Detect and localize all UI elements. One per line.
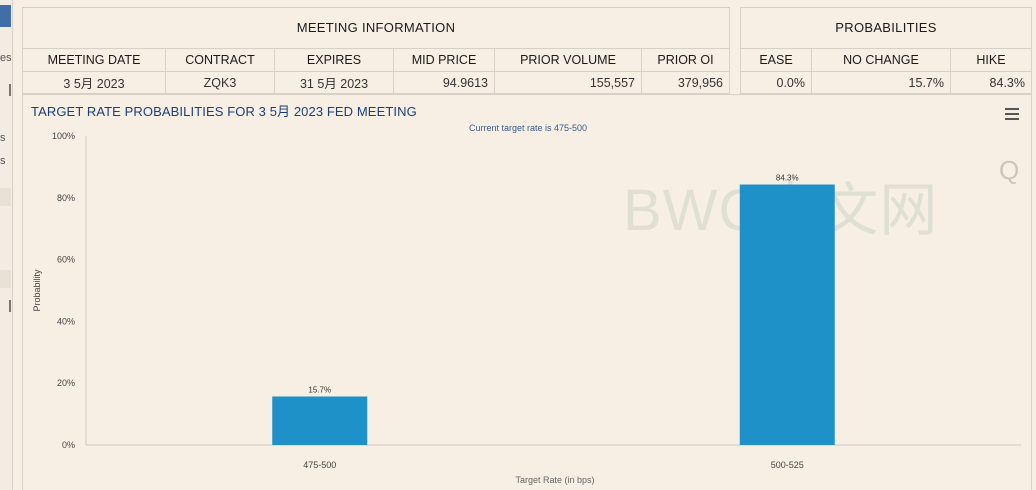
chart-bar [272, 396, 368, 445]
sidebar-item[interactable] [0, 270, 11, 288]
chart-panel: TARGET RATE PROBABILITIES FOR 3 5月 2023 … [22, 94, 1032, 490]
y-tick-label: 60% [57, 255, 75, 265]
y-tick-label: 0% [62, 440, 75, 450]
y-tick-label: 80% [57, 193, 75, 203]
sidebar-handle[interactable] [9, 84, 11, 96]
bar-chart: Current target rate is 475-500 0% 20% 40% 60… [32, 123, 1021, 485]
header-no-change: NO CHANGE [811, 49, 951, 72]
header-prior-oi: PRIOR OI [641, 49, 729, 72]
probabilities-title: PROBABILITIES [741, 8, 1031, 49]
table-header-row: MEETING DATE CONTRACT EXPIRES MID PRICE … [23, 49, 729, 72]
y-tick-label: 100% [52, 131, 75, 141]
cell-ease: 0.0% [741, 71, 812, 93]
sidebar-label-fragment: s [0, 155, 6, 167]
cell-mid-price: 94.9613 [393, 71, 495, 93]
sidebar-handle[interactable] [9, 300, 11, 312]
x-tick-label: 475-500 [303, 460, 336, 470]
x-tick-label: 500-525 [771, 460, 804, 470]
left-sidebar: es s s [0, 0, 13, 490]
hamburger-menu-icon[interactable] [1005, 108, 1019, 120]
sidebar-label-fragment: es [0, 52, 12, 64]
meeting-information-panel: MEETING INFORMATION MEETING DATE CONTRAC… [22, 7, 730, 94]
chart-title: TARGET RATE PROBABILITIES FOR 3 5月 2023 … [31, 104, 417, 119]
header-ease: EASE [741, 49, 812, 72]
y-axis-title: Probability [32, 269, 42, 312]
header-mid-price: MID PRICE [393, 49, 495, 72]
header-expires: EXPIRES [274, 49, 394, 72]
chart-bar [739, 184, 835, 445]
meeting-information-table: MEETING DATE CONTRACT EXPIRES MID PRICE … [23, 49, 729, 93]
bar-data-label: 84.3% [776, 174, 799, 183]
table-header-row: EASE NO CHANGE HIKE [741, 49, 1031, 72]
sidebar-active-tab[interactable] [0, 5, 11, 27]
probabilities-panel: PROBABILITIES EASE NO CHANGE HIKE 0.0% 1… [740, 7, 1032, 94]
cell-meeting-date: 3 5月 2023 [23, 71, 166, 93]
table-row: 3 5月 2023 ZQK3 31 5月 2023 94.9613 155,55… [23, 71, 729, 93]
meeting-information-title: MEETING INFORMATION [23, 8, 729, 49]
cell-no-change: 15.7% [811, 71, 951, 93]
cell-contract: ZQK3 [165, 71, 275, 93]
sidebar-item[interactable] [0, 188, 11, 206]
sidebar-label-fragment: s [0, 132, 6, 144]
header-prior-volume: PRIOR VOLUME [494, 49, 642, 72]
zoom-icon: Q [999, 155, 1020, 185]
cell-prior-oi: 379,956 [677, 75, 723, 90]
table-row: 0.0% 15.7% 84.3% [741, 71, 1031, 93]
chart-subtitle: Current target rate is 475-500 [469, 123, 587, 133]
cell-hike: 84.3% [989, 75, 1025, 90]
cell-prior-volume: 155,557 [494, 71, 642, 93]
header-contract: CONTRACT [165, 49, 275, 72]
header-meeting-date: MEETING DATE [23, 49, 166, 72]
x-axis-title: Target Rate (in bps) [515, 475, 594, 485]
cell-expires: 31 5月 2023 [274, 71, 394, 93]
bar-data-label: 15.7% [308, 385, 331, 394]
y-tick-label: 20% [57, 378, 75, 388]
probabilities-table: EASE NO CHANGE HIKE 0.0% 15.7% 84.3% [741, 49, 1031, 93]
header-hike: HIKE [950, 49, 1031, 72]
y-tick-label: 40% [57, 316, 75, 326]
